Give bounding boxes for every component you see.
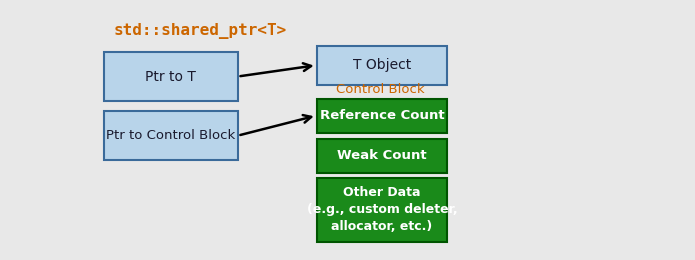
Text: Other Data
(e.g., custom deleter,
allocator, etc.): Other Data (e.g., custom deleter, alloca… bbox=[306, 186, 457, 233]
Bar bbox=[104, 52, 238, 101]
Bar bbox=[317, 46, 447, 85]
Bar bbox=[317, 99, 447, 133]
Bar bbox=[317, 139, 447, 173]
Bar bbox=[104, 111, 238, 160]
Bar bbox=[317, 178, 447, 242]
Text: Weak Count: Weak Count bbox=[337, 149, 427, 162]
Text: Control Block: Control Block bbox=[336, 83, 425, 96]
Text: Reference Count: Reference Count bbox=[320, 109, 444, 122]
Text: std::shared_ptr<T>: std::shared_ptr<T> bbox=[113, 23, 286, 38]
Text: T Object: T Object bbox=[352, 58, 411, 72]
Text: Ptr to Control Block: Ptr to Control Block bbox=[106, 129, 236, 142]
Text: Ptr to T: Ptr to T bbox=[145, 69, 196, 83]
